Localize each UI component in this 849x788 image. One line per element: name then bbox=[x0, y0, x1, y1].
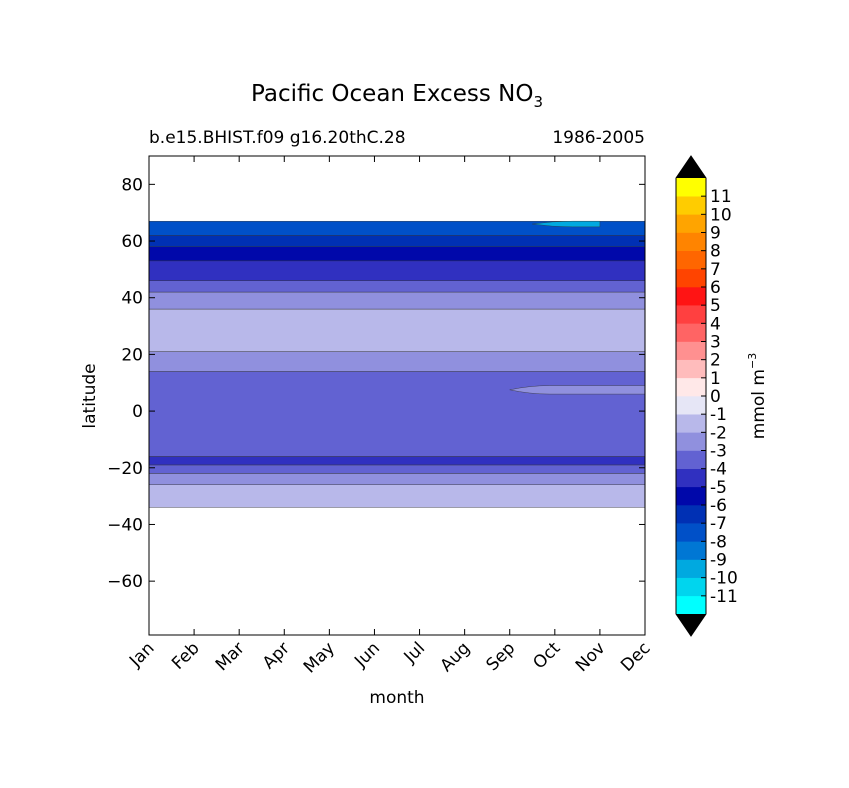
x-tick-label-1: Feb bbox=[168, 638, 203, 673]
colorbar-tick-label-12: 1 bbox=[710, 369, 721, 389]
x-tick-label-6: Jul bbox=[400, 638, 429, 667]
colorbar-tick-label-18: 7 bbox=[710, 260, 721, 280]
contour-band-2 bbox=[148, 464, 646, 474]
colorbar-swatch-3 bbox=[676, 541, 706, 560]
colorbar-swatch-16 bbox=[676, 305, 706, 324]
x-tick-label-0: Jan bbox=[125, 638, 158, 671]
colorbar-tick-label-13: 2 bbox=[710, 351, 721, 371]
colorbar-extend-max bbox=[676, 156, 706, 178]
colorbar-tick-label-8: -3 bbox=[710, 442, 727, 462]
colorbar-tick-label-7: -4 bbox=[710, 460, 727, 480]
x-tick-label-11: Dec bbox=[617, 638, 654, 675]
y-tick-label-6: −40 bbox=[107, 515, 143, 535]
colorbar-label: mmol m−3 bbox=[746, 353, 769, 439]
y-axis: 80 60 40 20 0 −20 −40 −60 bbox=[107, 175, 645, 592]
subtitle-left: b.e15.BHIST.f09 g16.20thC.28 bbox=[149, 128, 406, 148]
contour-bands bbox=[148, 220, 646, 508]
colorbar-tick-label-15: 4 bbox=[710, 314, 721, 334]
x-tick-label-4: May bbox=[300, 638, 339, 677]
contour-band-3 bbox=[148, 456, 646, 466]
contour-patches bbox=[509, 220, 646, 395]
contour-band-10 bbox=[148, 246, 646, 262]
colorbar-swatch-13 bbox=[676, 359, 706, 379]
contour-band-7 bbox=[148, 291, 646, 310]
x-axis-label: month bbox=[369, 688, 424, 708]
colorbar-swatch-9 bbox=[676, 432, 706, 451]
colorbar-tick-label-6: -5 bbox=[710, 478, 727, 498]
contour-band-11 bbox=[148, 235, 646, 247]
x-tick-label-2: Mar bbox=[212, 638, 249, 675]
colorbar-swatch-19 bbox=[676, 250, 706, 270]
colorbar-tick-label-16: 5 bbox=[710, 296, 721, 316]
colorbar-tick-label-2: -9 bbox=[710, 551, 727, 571]
y-tick-label-1: 60 bbox=[121, 232, 143, 252]
colorbar-tick-label-22: 11 bbox=[710, 187, 732, 207]
colorbar-swatch-12 bbox=[676, 377, 706, 397]
contour-band-6 bbox=[148, 308, 646, 352]
chart-title: Pacific Ocean Excess NO3 bbox=[251, 81, 543, 111]
y-tick-label-7: −60 bbox=[107, 572, 143, 592]
y-tick-label-5: −20 bbox=[107, 459, 143, 479]
colorbar-tick-label-21: 10 bbox=[710, 205, 732, 225]
y-tick-label-0: 80 bbox=[121, 175, 143, 195]
contour-patch-0 bbox=[509, 385, 646, 395]
colorbar-tick-label-0: -11 bbox=[710, 587, 738, 607]
colorbar-swatch-2 bbox=[676, 559, 706, 578]
colorbar-tick-label-10: -1 bbox=[710, 405, 727, 425]
contour-band-1 bbox=[148, 473, 646, 485]
colorbar-tick-label-4: -7 bbox=[710, 514, 727, 534]
y-tick-label-4: 0 bbox=[132, 402, 143, 422]
x-tick-label-8: Sep bbox=[482, 638, 519, 675]
colorbar-swatch-18 bbox=[676, 268, 706, 288]
contour-band-8 bbox=[148, 280, 646, 293]
colorbar-swatch-14 bbox=[676, 341, 706, 360]
colorbar-tick-label-5: -6 bbox=[710, 496, 727, 516]
contour-plot-area bbox=[148, 155, 646, 636]
plot-frame bbox=[148, 155, 646, 636]
y-tick-label-2: 40 bbox=[121, 289, 143, 309]
x-tick-label-9: Oct bbox=[529, 638, 564, 673]
colorbar-tick-label-14: 3 bbox=[710, 333, 721, 353]
contour-band-4 bbox=[148, 371, 646, 457]
contour-band-0 bbox=[148, 484, 646, 508]
x-tick-label-7: Aug bbox=[437, 638, 475, 676]
colorbar-swatch-0 bbox=[676, 595, 706, 615]
colorbar-swatch-17 bbox=[676, 287, 706, 306]
x-tick-label-10: Nov bbox=[572, 638, 610, 676]
colorbar-swatch-8 bbox=[676, 450, 706, 469]
contour-patch-1 bbox=[532, 220, 601, 228]
colorbar-tick-label-20: 9 bbox=[710, 224, 721, 244]
colorbar-tick-label-9: -2 bbox=[710, 423, 727, 443]
colorbar-swatch-20 bbox=[676, 232, 706, 251]
colorbar-extend-min bbox=[676, 614, 706, 636]
colorbar-swatch-15 bbox=[676, 323, 706, 342]
colorbar-tick-label-17: 6 bbox=[710, 278, 721, 298]
x-tick-label-3: Apr bbox=[259, 638, 294, 673]
colorbar-swatch-23 bbox=[676, 178, 706, 197]
colorbar-swatch-10 bbox=[676, 414, 706, 433]
colorbar-swatch-11 bbox=[676, 396, 706, 415]
colorbar-swatch-5 bbox=[676, 505, 706, 524]
contour-band-9 bbox=[148, 260, 646, 281]
y-tick-label-3: 20 bbox=[121, 345, 143, 365]
y-axis-label: latitude bbox=[80, 363, 100, 428]
colorbar-outline bbox=[675, 155, 707, 637]
colorbar-swatch-1 bbox=[676, 577, 706, 597]
chart-title-subscript: 3 bbox=[533, 93, 543, 111]
subtitle-right: 1986-2005 bbox=[552, 128, 645, 148]
colorbar-tick-label-3: -8 bbox=[710, 532, 727, 552]
colorbar-swatch-6 bbox=[676, 486, 706, 506]
colorbar-tick-label-1: -10 bbox=[710, 569, 738, 589]
colorbar-swatch-22 bbox=[676, 196, 706, 215]
colorbar-label-superscript: −3 bbox=[746, 353, 759, 369]
colorbar-tick-label-11: 0 bbox=[710, 387, 721, 407]
colorbar-swatch-4 bbox=[676, 523, 706, 542]
contour-band-5 bbox=[148, 351, 646, 372]
x-tick-label-5: Jun bbox=[350, 638, 384, 672]
colorbar-tick-label-19: 8 bbox=[710, 242, 721, 262]
colorbar-swatch-7 bbox=[676, 468, 706, 488]
colorbar-swatch-21 bbox=[676, 214, 706, 233]
